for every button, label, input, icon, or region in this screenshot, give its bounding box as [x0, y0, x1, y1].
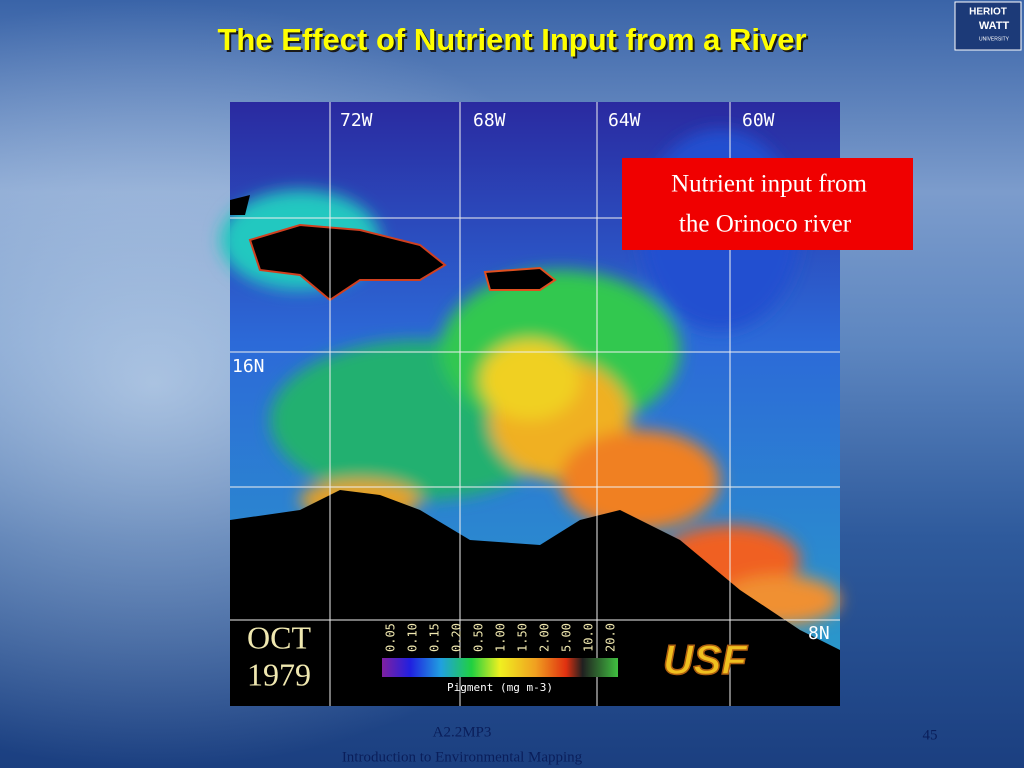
puerto-rico [483, 266, 557, 291]
island [230, 195, 250, 215]
logo-text: WATT [979, 20, 1010, 32]
longitude-label: 64W [608, 110, 641, 131]
footer-code: A2.2MP3 [433, 724, 492, 740]
legend-tick-label: 20.0 [604, 623, 618, 652]
footer-course: Introduction to Environmental Mapping [342, 749, 583, 765]
callout: Nutrient input from the Orinoco river [622, 158, 913, 250]
longitude-label: 68W [473, 110, 506, 131]
logo-box [954, 1, 1022, 51]
longitude-label: 72W [340, 110, 373, 131]
legend-tick-label: 10.0 [582, 623, 596, 652]
usf-logo: USF [663, 636, 748, 683]
legend-ticks: 0.05 0.10 0.15 0.20 0.50 1.00 1.50 2.00 5.00 10.0… [384, 623, 618, 652]
date-month: OCT [247, 619, 311, 655]
latitude-label: 8N [808, 623, 830, 644]
south-america [230, 490, 840, 706]
legend-tick-label: 1.00 [494, 623, 508, 652]
legend-tick-label: 1.50 [516, 623, 530, 652]
callout-box [622, 158, 913, 250]
legend-colorbar [382, 658, 618, 677]
date-year: 1979 [247, 656, 311, 692]
logo-text: HERIOT [969, 7, 1007, 18]
legend-tick-label: 5.00 [560, 623, 574, 652]
logo-text: UNIVERSITY [979, 36, 1010, 42]
hispaniola [248, 223, 447, 302]
page-number: 45 [923, 727, 938, 743]
logo: HERIOT WATT UNIVERSITY [954, 1, 1022, 51]
latitude-label: 16N [232, 356, 265, 377]
legend-title: Pigment (mg m-3) [447, 681, 553, 694]
legend-tick-label: 2.00 [538, 623, 552, 652]
title-shadow: The Effect of Nutrient Input from a Rive… [219, 24, 808, 59]
callout-text: Nutrient input from [671, 171, 867, 198]
legend-tick-label: 0.50 [472, 623, 486, 652]
legend-tick-label: 0.10 [406, 623, 420, 652]
legend-tick-label: 0.15 [428, 623, 442, 652]
map-grid [230, 102, 840, 706]
longitude-label: 60W [742, 110, 775, 131]
legend-tick-label: 0.05 [384, 623, 398, 652]
legend-tick-label: 0.20 [450, 623, 464, 652]
slide-title: The Effect of Nutrient Input from a Rive… [217, 22, 806, 57]
callout-text: the Orinoco river [679, 211, 852, 238]
